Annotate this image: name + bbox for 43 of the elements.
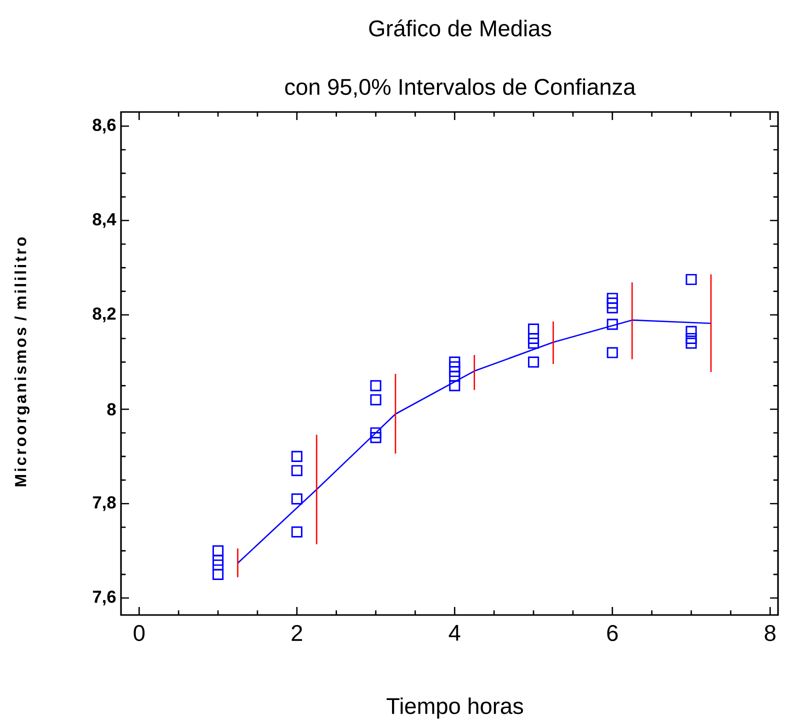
point: [212, 559, 224, 571]
point: [686, 326, 697, 337]
point: [686, 332, 697, 344]
line-series: [237, 319, 712, 564]
point: [370, 380, 382, 392]
point: [528, 324, 540, 335]
point: [291, 465, 302, 476]
y-tick-label: 8: [107, 403, 116, 416]
point: [528, 356, 540, 368]
x-tick-label: 6: [607, 625, 618, 642]
point: [291, 526, 302, 538]
x-tick-label: 0: [134, 625, 145, 642]
y-tick-label: 8,2: [92, 307, 116, 322]
y-tick-label: 8,4: [92, 213, 116, 228]
point: [686, 338, 697, 349]
y-axis-title: Microorganismos / mililitro: [14, 237, 30, 486]
chart-subtitle: con 95,0% Intervalos de Confianza: [285, 78, 636, 98]
y-tick-label: 7,8: [92, 496, 116, 512]
point: [606, 318, 618, 330]
point: [606, 298, 618, 309]
x-tick-label: 4: [448, 625, 460, 641]
point: [370, 394, 382, 406]
point: [528, 332, 540, 344]
x-tick-label: 8: [764, 625, 776, 642]
point: [291, 450, 302, 462]
point: [606, 302, 618, 314]
point: [370, 427, 382, 438]
point: [686, 274, 697, 286]
point: [449, 361, 460, 372]
point: [449, 380, 460, 392]
y-tick-label: 8,6: [92, 118, 116, 134]
point: [370, 432, 382, 444]
x-tick-label: 2: [292, 625, 302, 641]
point: [212, 545, 224, 556]
point: [212, 568, 224, 580]
point: [212, 554, 224, 566]
point: [291, 493, 302, 504]
point: [606, 347, 618, 358]
point: [606, 292, 618, 304]
x-axis-title: Tiempo horas: [386, 697, 524, 719]
chart-title: Gráfico de Medias: [369, 20, 552, 36]
point: [528, 338, 540, 349]
y-tick-label: 7,6: [92, 590, 116, 606]
